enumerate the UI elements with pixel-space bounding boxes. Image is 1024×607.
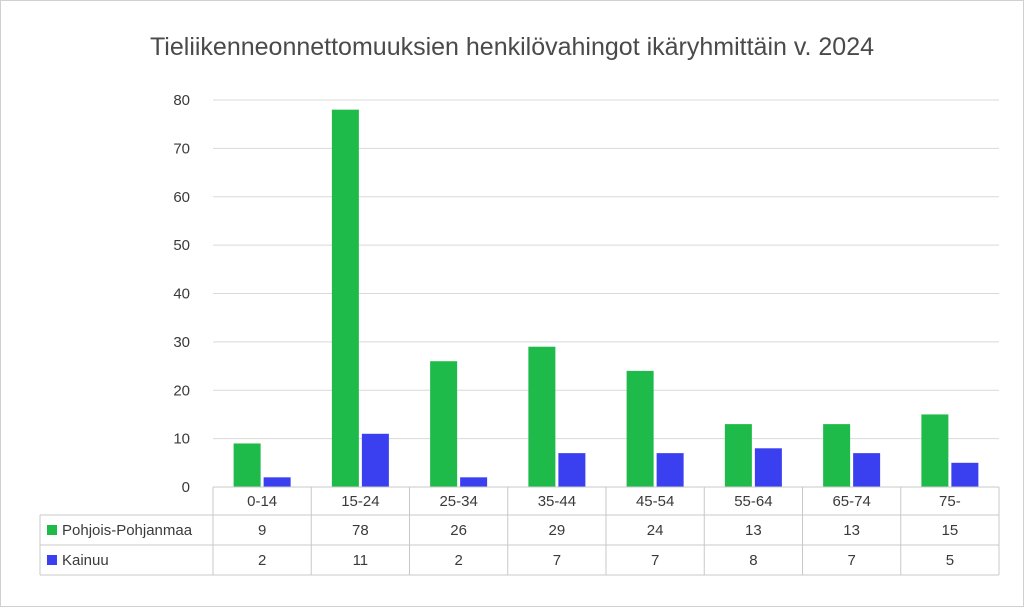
bar-kainuu-55-64 (754, 448, 782, 487)
legend-label: Kainuu (62, 552, 109, 569)
x-tick-label: 15-24 (341, 493, 379, 510)
table-cell: 7 (553, 552, 561, 569)
bar-kainuu-0-14 (263, 477, 291, 487)
table-cell: 11 (353, 552, 369, 569)
table-cell: 2 (258, 552, 266, 569)
table-cell: 13 (745, 522, 762, 539)
y-tick-label: 30 (173, 334, 190, 351)
bar-pohjois-pohjanmaa-35-44 (528, 346, 556, 487)
x-tick-label: 0-14 (247, 493, 277, 510)
bar-pohjois-pohjanmaa-0-14 (233, 443, 261, 487)
y-tick-label: 50 (173, 237, 190, 254)
table-cell: 15 (942, 522, 959, 539)
bar-pohjois-pohjanmaa-45-54 (626, 370, 654, 487)
x-tick-label: 45-54 (636, 493, 674, 510)
bar-kainuu-15-24 (361, 433, 389, 487)
x-tick-label: 25-34 (439, 493, 477, 510)
bar-kainuu-45-54 (656, 453, 684, 487)
table-cell: 29 (549, 522, 566, 539)
gridlines (213, 99, 999, 488)
data-table: 0-14 15-24 25-34 35-44 45-54 55-64 65-74 75- Poh… (39, 486, 1000, 576)
x-tick-label: 35-44 (538, 493, 576, 510)
legend-label: Pohjois-Pohjanmaa (62, 522, 193, 539)
y-tick-label: 80 (173, 92, 190, 109)
table-cell: 8 (749, 552, 757, 569)
bar-pohjois-pohjanmaa-75- (921, 414, 949, 487)
y-tick-label: 70 (173, 140, 190, 157)
table-cell: 5 (946, 552, 954, 569)
table-cell: 9 (258, 522, 266, 539)
y-tick-label: 40 (173, 286, 190, 303)
table-cell: 78 (352, 522, 369, 539)
table-cell: 7 (847, 552, 855, 569)
x-tick-label: 55-64 (734, 493, 772, 510)
y-axis: 0 10 20 30 40 50 60 70 80 (173, 92, 190, 496)
bar-kainuu-65-74 (853, 453, 881, 487)
table-cell: 24 (647, 522, 664, 539)
bar-kainuu-35-44 (558, 453, 586, 487)
table-cell: 13 (843, 522, 860, 539)
legend-swatch (47, 555, 57, 565)
table-cell: 7 (651, 552, 659, 569)
y-tick-label: 0 (182, 479, 190, 496)
x-tick-label: 65-74 (832, 493, 870, 510)
bar-pohjois-pohjanmaa-25-34 (430, 361, 458, 487)
bars (233, 109, 979, 488)
legend-swatch (47, 525, 57, 535)
table-cell: 26 (450, 522, 467, 539)
y-tick-label: 20 (173, 382, 190, 399)
bar-pohjois-pohjanmaa-15-24 (331, 109, 359, 488)
chart-title: Tieliikenneonnettomuuksien henkilövahing… (150, 33, 874, 61)
table-cell: 2 (454, 552, 462, 569)
bar-pohjois-pohjanmaa-55-64 (724, 424, 752, 487)
y-tick-label: 60 (173, 189, 190, 206)
y-tick-label: 10 (173, 431, 190, 448)
bar-pohjois-pohjanmaa-65-74 (823, 424, 851, 487)
x-tick-label: 75- (939, 493, 961, 510)
bar-kainuu-75- (951, 462, 979, 487)
bar-kainuu-25-34 (460, 477, 488, 487)
